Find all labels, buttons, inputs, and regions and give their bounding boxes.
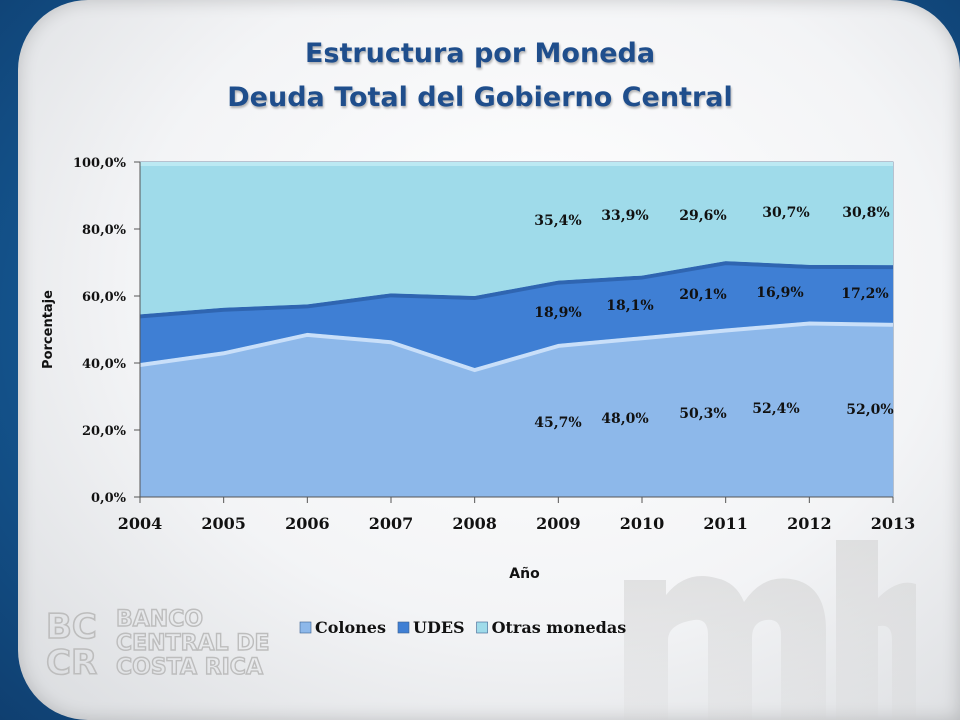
x-tick-label-1: 2005 [201,514,246,533]
y-axis-title: Porcentaje [41,290,56,369]
y-tick-label-2: 40,0% [82,357,127,372]
x-tick-label-5: 2009 [536,514,581,533]
y-tick-label-0: 0,0% [91,491,127,506]
data-label-colones-2011: 50,3% [679,406,726,422]
x-tick-label-3: 2007 [369,514,414,533]
svg-text:BANCO: BANCO [116,607,203,632]
data-label-otras-monedas-2013: 30,8% [842,205,889,221]
legend-swatch-1 [397,621,410,634]
chart-title-line1: Estructura por Moneda [304,38,656,69]
svg-text:COSTA RICA: COSTA RICA [116,655,263,680]
data-label-udes-2009: 18,9% [534,305,581,321]
legend-swatch-0 [299,621,312,634]
y-tick-label-3: 60,0% [82,290,127,305]
y-tick-label-5: 100,0% [73,156,127,171]
data-label-udes-2012: 16,9% [756,285,803,301]
data-label-udes-2013: 17,2% [841,286,888,302]
x-tick-label-8: 2012 [787,514,832,533]
data-label-otras-monedas-2011: 29,6% [679,208,726,224]
bccr-logo: BC CR BANCO CENTRAL DE COSTA RICA [45,606,270,684]
svg-text:CENTRAL DE: CENTRAL DE [116,631,270,656]
x-tick-label-0: 2004 [118,514,163,533]
area-edge-1 [139,261,894,319]
data-label-otras-monedas-2009: 35,4% [534,213,581,229]
x-tick-label-4: 2008 [452,514,497,533]
x-tick-label-2: 2006 [285,514,330,533]
data-label-otras-monedas-2010: 33,9% [601,208,648,224]
mh-watermark-logo [624,540,916,720]
area-series-2 [140,162,893,315]
data-label-udes-2011: 20,1% [679,287,726,303]
bccr-monogram-top: BC [46,607,97,647]
x-tick-label-7: 2011 [703,514,748,533]
x-tick-label-6: 2010 [620,514,665,533]
data-label-udes-2010: 18,1% [606,298,653,314]
x-axis-title: Año [509,566,540,582]
legend-swatch-2 [476,621,488,634]
y-tick-label-4: 80,0% [82,223,127,238]
y-tick-label-1: 20,0% [82,424,127,439]
legend-label-1: UDES [413,618,465,637]
area-series-0 [140,321,893,497]
chart-title-line2: Deuda Total del Gobierno Central [227,82,733,113]
data-label-colones-2012: 52,4% [752,401,799,417]
data-label-colones-2010: 48,0% [601,411,648,427]
data-label-colones-2013: 52,0% [846,402,893,418]
legend-label-2: Otras monedas [492,618,627,637]
legend-label-0: Colones [315,618,386,637]
area-series-1 [140,261,893,369]
area-edge-0 [139,321,894,373]
bccr-monogram-bottom: CR [46,643,97,683]
data-label-colones-2009: 45,7% [534,415,581,431]
x-tick-label-9: 2013 [871,514,916,533]
data-label-otras-monedas-2012: 30,7% [762,205,809,221]
